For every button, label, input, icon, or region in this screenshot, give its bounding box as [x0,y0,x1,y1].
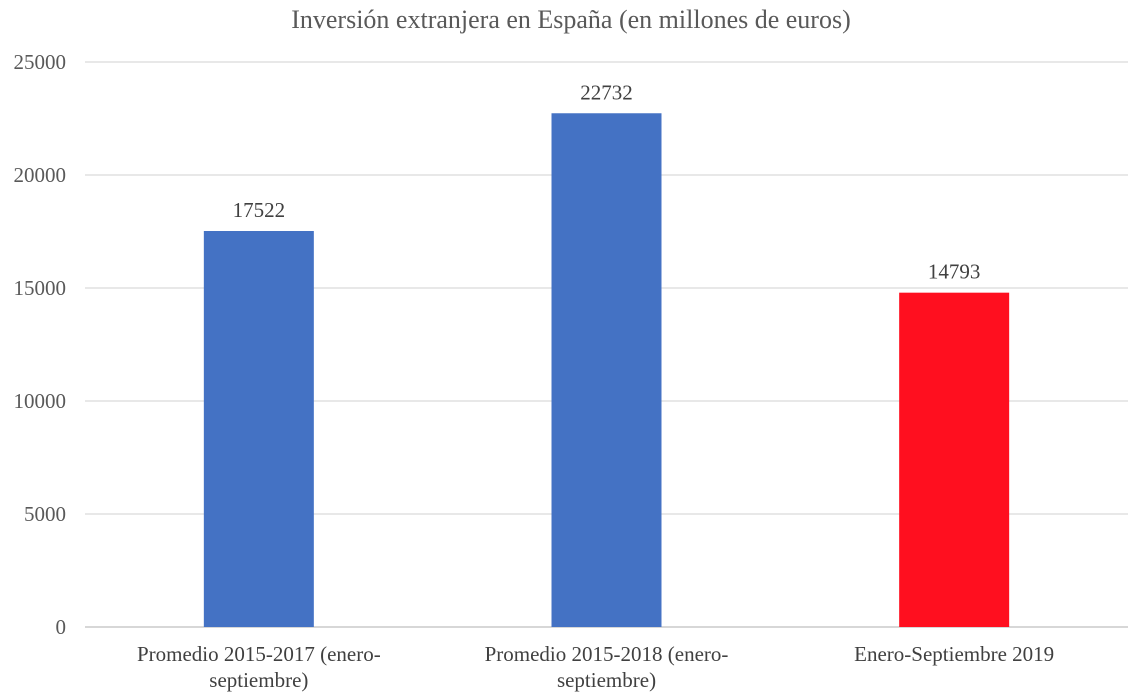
bar [899,292,1010,627]
data-label: 17522 [233,198,286,222]
data-label: 22732 [580,80,633,104]
data-label: 14793 [928,260,981,284]
bar [203,231,314,627]
x-category-label: septiembre) [557,668,656,692]
x-category-label: Enero-Septiembre 2019 [854,642,1054,666]
bar [551,113,662,628]
y-tick-label: 20000 [14,163,67,187]
y-tick-label: 10000 [14,389,67,413]
bars [203,113,1010,628]
y-tick-label: 25000 [14,50,67,74]
y-axis-ticks: 0 5000 10000 15000 20000 25000 [14,50,67,639]
y-tick-label: 0 [56,615,67,639]
x-axis-labels: Promedio 2015-2017 (enero-septiembre)Pro… [137,642,1054,692]
chart-title: Inversión extranjera en España (en millo… [291,5,851,34]
x-category-label: septiembre) [209,668,308,692]
y-tick-label: 15000 [14,276,67,300]
x-category-label: Promedio 2015-2018 (enero- [485,642,729,666]
x-category-label: Promedio 2015-2017 (enero- [137,642,381,666]
y-tick-label: 5000 [24,502,66,526]
data-labels: 17522 22732 14793 [233,80,981,283]
